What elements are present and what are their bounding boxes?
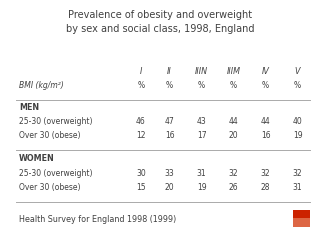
Text: Over 30 (obese): Over 30 (obese) bbox=[19, 132, 81, 140]
Text: 33: 33 bbox=[165, 168, 174, 178]
Text: %: % bbox=[230, 81, 237, 90]
Text: 25-30 (overweight): 25-30 (overweight) bbox=[19, 168, 93, 178]
Text: %: % bbox=[166, 81, 173, 90]
Text: 46: 46 bbox=[136, 117, 146, 126]
Text: 15: 15 bbox=[136, 183, 146, 192]
Text: 32: 32 bbox=[293, 168, 302, 178]
Text: Health Survey for England 1998 (1999): Health Survey for England 1998 (1999) bbox=[19, 216, 176, 224]
Text: 25-30 (overweight): 25-30 (overweight) bbox=[19, 117, 93, 126]
Text: 31: 31 bbox=[197, 168, 206, 178]
Text: V: V bbox=[295, 66, 300, 76]
Text: IIIN: IIIN bbox=[195, 66, 208, 76]
Text: 32: 32 bbox=[229, 168, 238, 178]
Text: Over 30 (obese): Over 30 (obese) bbox=[19, 183, 81, 192]
Text: 26: 26 bbox=[229, 183, 238, 192]
Text: 12: 12 bbox=[136, 132, 146, 140]
Text: II: II bbox=[167, 66, 172, 76]
Text: %: % bbox=[198, 81, 205, 90]
Text: MEN: MEN bbox=[19, 103, 39, 112]
Text: %: % bbox=[137, 81, 144, 90]
Text: 40: 40 bbox=[293, 117, 302, 126]
Text: 20: 20 bbox=[229, 132, 238, 140]
Text: IIIM: IIIM bbox=[227, 66, 241, 76]
Bar bbox=[293, 218, 310, 227]
Text: 16: 16 bbox=[165, 132, 174, 140]
Text: 28: 28 bbox=[261, 183, 270, 192]
Text: BMI (kg/m²): BMI (kg/m²) bbox=[19, 81, 64, 90]
Text: %: % bbox=[294, 81, 301, 90]
Text: 43: 43 bbox=[197, 117, 206, 126]
Text: 20: 20 bbox=[165, 183, 174, 192]
Text: 47: 47 bbox=[165, 117, 174, 126]
Text: 30: 30 bbox=[136, 168, 146, 178]
Text: 44: 44 bbox=[229, 117, 238, 126]
Text: WOMEN: WOMEN bbox=[19, 154, 55, 163]
Bar bbox=[293, 210, 310, 218]
Text: 19: 19 bbox=[293, 132, 302, 140]
Text: 32: 32 bbox=[261, 168, 270, 178]
Text: IV: IV bbox=[262, 66, 269, 76]
Text: Prevalence of obesity and overweight
by sex and social class, 1998, England: Prevalence of obesity and overweight by … bbox=[66, 10, 254, 34]
Text: 16: 16 bbox=[261, 132, 270, 140]
Text: 31: 31 bbox=[293, 183, 302, 192]
Text: %: % bbox=[262, 81, 269, 90]
Text: 17: 17 bbox=[197, 132, 206, 140]
Text: 19: 19 bbox=[197, 183, 206, 192]
Text: 44: 44 bbox=[261, 117, 270, 126]
Text: I: I bbox=[140, 66, 142, 76]
